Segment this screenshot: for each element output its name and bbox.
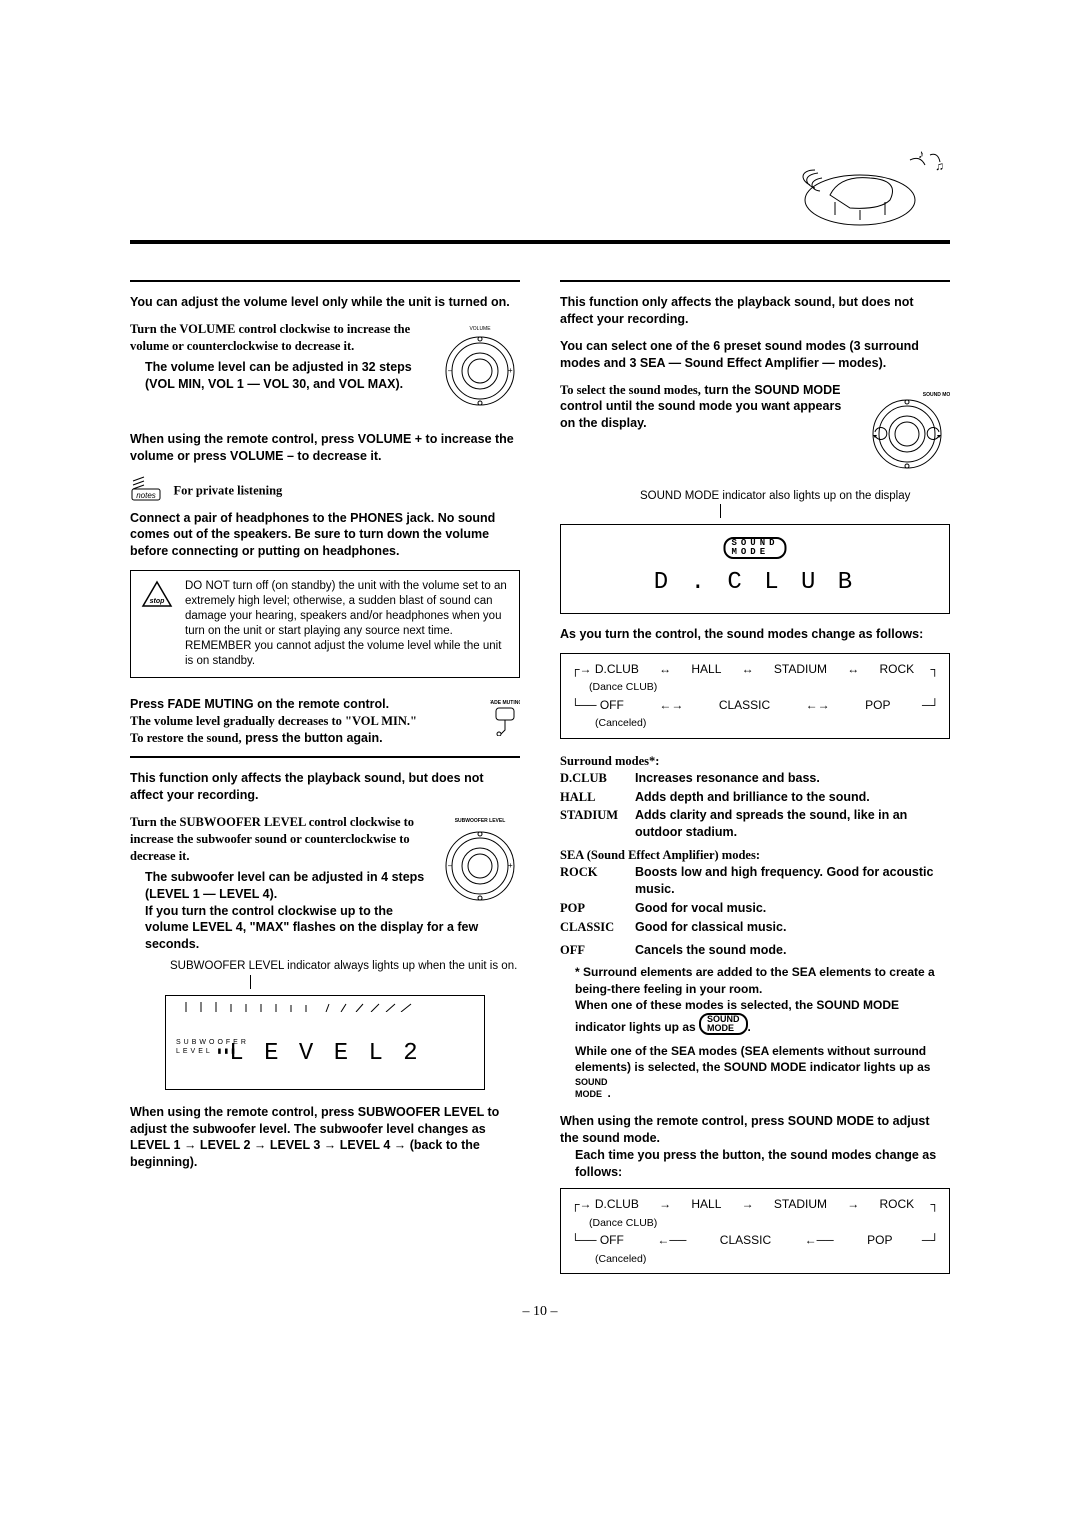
subwoofer-display: L E V E L 2 SUBWOOFERLEVEL ▮▮▮ xyxy=(165,995,485,1090)
fade-press: Press FADE MUTING on the remote control. xyxy=(130,696,520,713)
svg-text:FADE MUTING: FADE MUTING xyxy=(490,700,520,706)
section-rule-2 xyxy=(130,756,520,758)
svg-text:♫: ♫ xyxy=(935,159,944,173)
two-column-layout: You can adjust the volume level only whi… xyxy=(130,274,950,1274)
sm-select: You can select one of the 6 preset sound… xyxy=(560,338,950,372)
sub-remote: When using the remote control, press SUB… xyxy=(130,1104,520,1172)
piano-icon: ♪ ♫ xyxy=(790,140,950,230)
sea-title: SEA (Sound Effect Amplifier) modes: xyxy=(560,847,950,864)
sm-remote-2: Each time you press the button, the soun… xyxy=(575,1147,950,1181)
svg-text:VOLUME: VOLUME xyxy=(469,326,491,332)
flow-sub-2: (Canceled) xyxy=(595,715,939,732)
left-column: You can adjust the volume level only whi… xyxy=(130,274,520,1274)
svg-text:+: + xyxy=(508,366,513,375)
sound-mode-flow-1: ┌→ D.CLUB↔ HALL↔ STADIUM↔ ROCK┐ (Dance C… xyxy=(560,653,950,739)
sound-mode-knob-illustration: SOUND MODE xyxy=(865,382,950,477)
caption-pointer-2 xyxy=(720,504,721,518)
surround-modes-table: D.CLUBIncreases resonance and bass. HALL… xyxy=(560,770,950,842)
sub-max: If you turn the control clockwise up to … xyxy=(145,903,520,954)
page-number: – 10 – xyxy=(130,1304,950,1320)
svg-text:–: – xyxy=(448,366,453,375)
sound-mode-display-text: D . C L U B xyxy=(654,567,856,599)
footnote-1: * Surround elements are added to the SEA… xyxy=(575,964,950,996)
sm-indicator-caption: SOUND MODE indicator also lights up on t… xyxy=(640,489,950,505)
warn-2: REMEMBER you cannot adjust the volume le… xyxy=(185,639,511,669)
svg-text:SUBWOOFER LEVEL: SUBWOOFER LEVEL xyxy=(455,818,506,824)
sound-mode-display: SOUNDMODE D . C L U B xyxy=(560,524,950,614)
subwoofer-knob-illustration: SUBWOOFER LEVEL – + xyxy=(440,814,520,909)
vol-remote: When using the remote control, press VOL… xyxy=(130,431,520,465)
vol-intro: You can adjust the volume level only whi… xyxy=(130,294,520,311)
warn-1: DO NOT turn off (on standby) the unit wi… xyxy=(185,579,511,639)
top-rule xyxy=(130,240,950,244)
private-listening-block: notes For private listening Connect a pa… xyxy=(130,475,520,561)
svg-text:notes: notes xyxy=(136,491,156,500)
sub-indicator-caption: SUBWOOFER LEVEL indicator always lights … xyxy=(170,959,520,975)
private-title: For private listening xyxy=(173,483,282,497)
svg-text:SOUND MODE: SOUND MODE xyxy=(923,392,950,398)
fade-decrease: The volume level gradually decreases to … xyxy=(130,713,520,730)
footnote-3: While one of the SEA modes (SEA elements… xyxy=(575,1043,950,1101)
sound-mode-flow-2: ┌→ D.CLUB→ HALL→ STADIUM→ ROCK┐ (Dance C… xyxy=(560,1188,950,1274)
warning-box: stop DO NOT turn off (on standby) the un… xyxy=(130,570,520,678)
private-body: Connect a pair of headphones to the PHON… xyxy=(130,510,520,561)
caption-pointer xyxy=(250,975,251,989)
notes-icon: notes xyxy=(130,475,164,508)
sound-mode-pill-icon: SOUNDMODE xyxy=(699,1013,748,1035)
svg-text:stop: stop xyxy=(150,598,166,605)
flow-sub-3: (Dance CLUB) xyxy=(589,1215,939,1232)
section-rule xyxy=(130,280,520,282)
sound-mode-pill-display: SOUNDMODE xyxy=(723,533,786,565)
svg-text:–: – xyxy=(448,861,453,870)
subwoofer-display-text: L E V E L 2 xyxy=(229,1038,420,1070)
right-column: This function only affects the playback … xyxy=(560,274,950,1274)
flow-sub-1: (Dance CLUB) xyxy=(589,679,939,696)
fade-restore: To restore the sound, press the button a… xyxy=(130,730,520,747)
svg-text:♪: ♪ xyxy=(918,147,924,161)
footnote-2: When one of these modes is selected, the… xyxy=(575,997,950,1035)
sub-note: This function only affects the playback … xyxy=(130,770,520,804)
stop-icon: stop xyxy=(139,579,175,669)
sub-badge: SUBWOOFERLEVEL ▮▮▮ xyxy=(176,1038,249,1057)
fade-muting-icon: FADE MUTING xyxy=(490,696,520,741)
sea-modes-table: ROCKBoosts low and high frequency. Good … xyxy=(560,864,950,936)
piano-illustration: ♪ ♫ xyxy=(790,140,950,230)
sm-note: This function only affects the playback … xyxy=(560,294,950,328)
flow-sub-4: (Canceled) xyxy=(595,1251,939,1268)
off-row: OFFCancels the sound mode. xyxy=(560,942,950,959)
sm-remote: When using the remote control, press SOU… xyxy=(560,1113,950,1147)
surround-title: Surround modes*: xyxy=(560,753,950,770)
svg-text:+: + xyxy=(508,861,513,870)
section-rule-3 xyxy=(560,280,950,282)
volume-knob-illustration: VOLUME – + xyxy=(440,321,520,411)
sm-to-select: To select the sound modes, turn the SOUN… xyxy=(560,382,860,433)
sound-mode-plain-icon: SOUNDMODE xyxy=(575,1076,608,1100)
sm-change: As you turn the control, the sound modes… xyxy=(560,626,950,643)
